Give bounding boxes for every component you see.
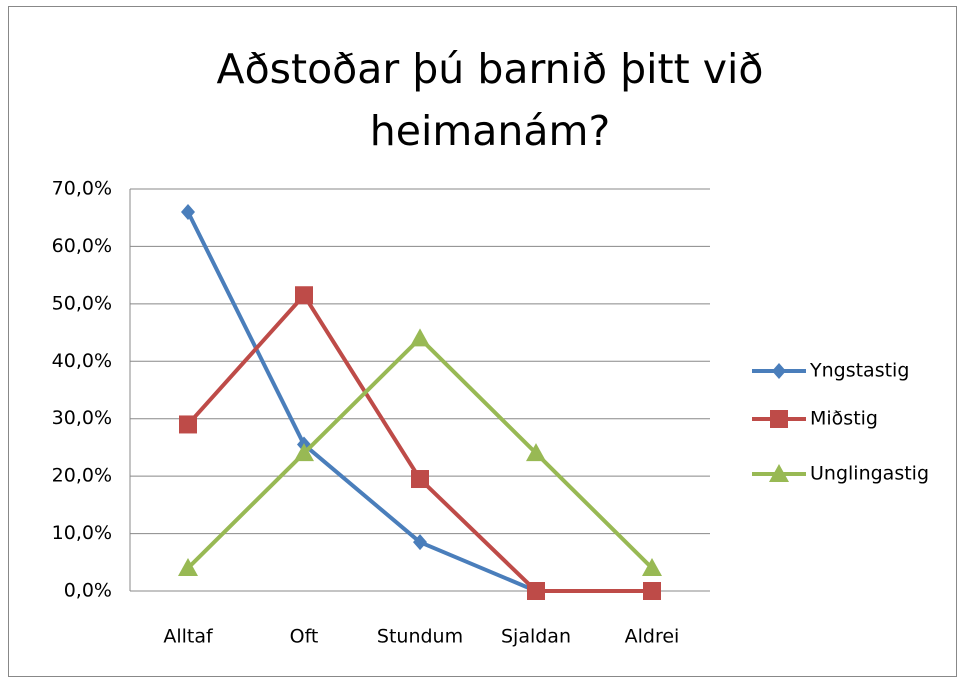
y-tick-label: 10,0% (52, 522, 112, 544)
marker (642, 558, 662, 577)
marker (179, 415, 197, 434)
marker (526, 443, 546, 462)
legend-marker (772, 363, 786, 379)
marker (294, 443, 314, 462)
marker (178, 558, 198, 577)
x-tick-label: Stundum (377, 626, 463, 648)
marker (527, 582, 545, 600)
marker (181, 203, 195, 220)
legend-label: Unglingastig (810, 463, 929, 485)
y-tick-label: 70,0% (52, 178, 112, 200)
y-tick-label: 40,0% (52, 350, 112, 372)
chart-title: Aðstoðar þú barnið þitt við heimanám? (216, 45, 764, 155)
x-tick-label: Aldrei (625, 626, 680, 648)
legend-marker (770, 410, 788, 428)
legend-label: Yngstastig (809, 360, 909, 382)
x-tick-label: Sjaldan (501, 626, 571, 648)
chart-border (8, 6, 957, 677)
y-tick-label: 0,0% (64, 580, 112, 602)
series-line (186, 211, 652, 593)
marker (411, 470, 429, 489)
marker (295, 286, 313, 305)
marker (643, 582, 661, 600)
legend-label: Miðstig (810, 408, 878, 430)
marker (413, 534, 427, 551)
x-tick-label: Alltaf (163, 626, 214, 648)
y-tick-label: 50,0% (52, 292, 112, 314)
y-tick-label: 30,0% (52, 407, 112, 429)
x-tick-label: Oft (290, 626, 319, 648)
marker (410, 328, 430, 347)
y-tick-label: 60,0% (52, 235, 112, 257)
y-tick-label: 20,0% (52, 465, 112, 487)
legend-marker (769, 464, 789, 482)
